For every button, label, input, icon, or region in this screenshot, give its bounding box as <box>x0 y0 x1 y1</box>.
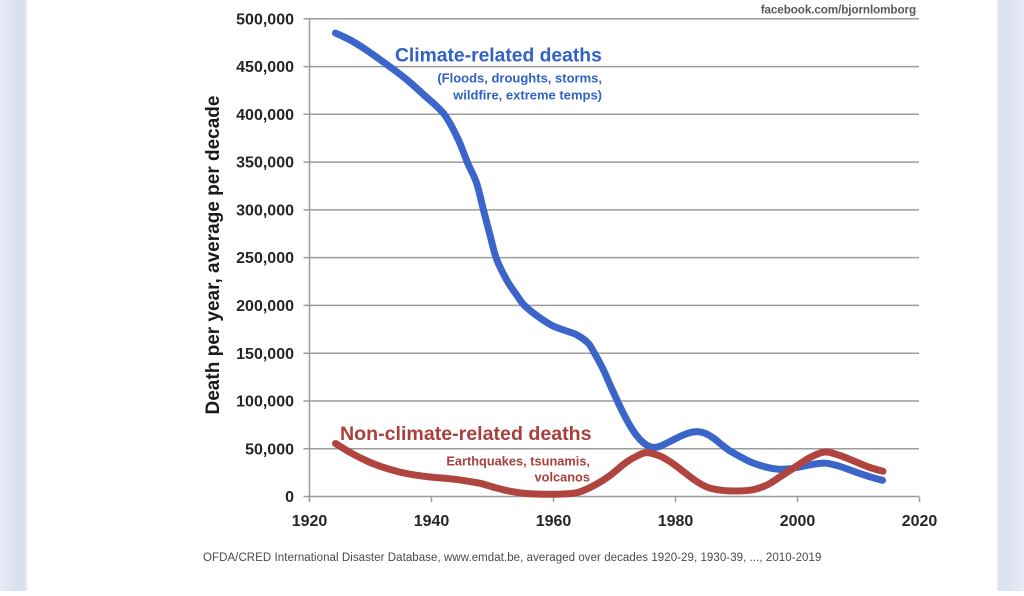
svg-text:350,000: 350,000 <box>236 155 294 172</box>
svg-text:1960: 1960 <box>536 513 572 530</box>
svg-text:0: 0 <box>285 489 294 506</box>
svg-text:1980: 1980 <box>658 513 694 530</box>
svg-text:2020: 2020 <box>902 513 938 530</box>
svg-text:1920: 1920 <box>292 513 328 530</box>
svg-text:Non-climate-related deaths: Non-climate-related deaths <box>340 423 592 445</box>
svg-text:100,000: 100,000 <box>236 394 294 411</box>
svg-text:(Floods, droughts, storms,: (Floods, droughts, storms, <box>437 71 602 86</box>
svg-text:450,000: 450,000 <box>236 59 294 76</box>
svg-text:50,000: 50,000 <box>245 441 294 458</box>
svg-text:volcanos: volcanos <box>535 470 590 485</box>
svg-text:Climate-related deaths: Climate-related deaths <box>395 46 602 67</box>
svg-text:facebook.com/bjornlomborg: facebook.com/bjornlomborg <box>761 4 916 17</box>
svg-text:OFDA/CRED International Disast: OFDA/CRED International Disaster Databas… <box>203 552 821 564</box>
svg-text:300,000: 300,000 <box>236 203 294 220</box>
svg-text:2000: 2000 <box>780 513 816 530</box>
svg-text:Death per year, average per de: Death per year, average per decade <box>203 96 224 415</box>
svg-text:1940: 1940 <box>414 513 450 530</box>
svg-text:400,000: 400,000 <box>236 107 294 124</box>
svg-text:200,000: 200,000 <box>236 298 294 315</box>
svg-text:wildfire, extreme temps): wildfire, extreme temps) <box>452 88 602 103</box>
svg-text:500,000: 500,000 <box>236 11 294 28</box>
svg-text:150,000: 150,000 <box>236 346 294 363</box>
svg-text:Earthquakes, tsunamis,: Earthquakes, tsunamis, <box>446 454 590 469</box>
svg-text:250,000: 250,000 <box>236 250 294 267</box>
